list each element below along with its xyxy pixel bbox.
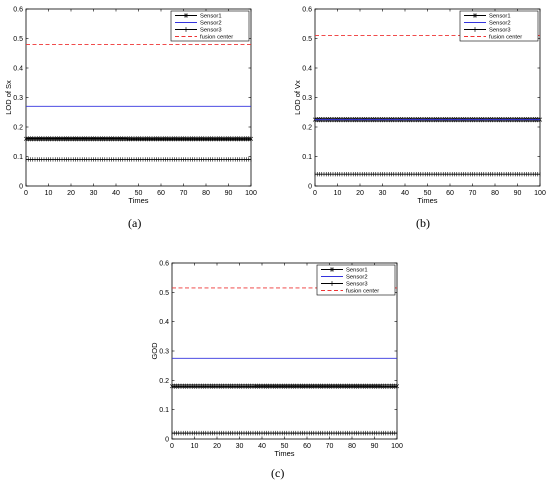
x-tick-label: 10 (191, 443, 199, 450)
series-sensor3 (314, 172, 541, 177)
chart-panel-2: 0 10 20 30 40 50 60 70 80 90 100 0 0.1 0.2 0.3 0.4 0.5 0.… (293, 7, 546, 206)
x-tick-label: 20 (67, 190, 75, 197)
legend-label: Sensor3 (489, 28, 511, 34)
x-tick-label: 10 (334, 190, 342, 197)
y-tick-label: 0.3 (13, 95, 23, 102)
x-tick-label: 100 (534, 190, 546, 197)
x-tick-label: 60 (303, 443, 311, 450)
y-tick-label: 0.3 (159, 349, 169, 356)
x-tick-label: 60 (157, 190, 165, 197)
x-tick-label: 80 (202, 190, 210, 197)
legend-marker (472, 13, 478, 18)
legend-label: Sensor1 (200, 14, 222, 20)
series-markers (23, 136, 254, 142)
y-tick-label: 0.2 (302, 125, 312, 132)
y-tick-label: 0.1 (159, 407, 169, 414)
x-axis-label: Times (128, 196, 148, 205)
y-axis-label: LOD of Vx (293, 80, 302, 115)
legend-label: Sensor3 (346, 282, 368, 288)
x-tick-label: 80 (348, 443, 356, 450)
x-tick-label: 100 (245, 190, 257, 197)
x-tick-label: 90 (371, 443, 379, 450)
x-tick-label: 70 (180, 190, 188, 197)
series-markers (169, 383, 400, 389)
y-tick-label: 0.5 (13, 36, 23, 43)
x-tick-label: 40 (258, 443, 266, 450)
x-axis-label: Times (274, 449, 294, 458)
y-axis-label: LOD of Sx (4, 80, 13, 115)
x-tick-label: 40 (112, 190, 120, 197)
chart-panel-3: 0 10 20 30 40 50 60 70 80 90 100 0 0.1 0.2 0.3 0.4 0.5 0.… (150, 261, 403, 459)
y-tick-label: 0.2 (13, 125, 23, 132)
y-tick-label: 0.5 (302, 36, 312, 43)
x-tick-label: 0 (313, 190, 317, 197)
x-tick-label: 0 (170, 443, 174, 450)
legend-label: Sensor3 (200, 28, 222, 34)
legend-box (459, 10, 539, 42)
series-markers (25, 157, 252, 162)
series-sensor1 (169, 383, 400, 389)
legend-box (170, 10, 250, 42)
series-sensor1 (23, 136, 254, 142)
y-tick-label: 0.3 (302, 95, 312, 102)
y-tick-label: 0 (165, 437, 169, 444)
y-tick-label: 0.5 (159, 290, 169, 297)
legend-label: Sensor2 (346, 275, 368, 281)
x-tick-label: 60 (446, 190, 454, 197)
legend-marker (329, 267, 335, 272)
y-axis-label: GOD (150, 342, 159, 360)
legend-label: Sensor2 (200, 21, 222, 27)
x-tick-label: 10 (45, 190, 53, 197)
panel-label-c: (c) (271, 466, 285, 480)
y-tick-label: 0.4 (13, 66, 23, 73)
x-tick-label: 30 (90, 190, 98, 197)
x-tick-label: 90 (514, 190, 522, 197)
y-tick-label: 0.1 (13, 154, 23, 161)
y-tick-label: 0.1 (302, 154, 312, 161)
legend-box (316, 264, 396, 296)
x-tick-label: 20 (356, 190, 364, 197)
legend-marker (183, 13, 189, 18)
y-tick-label: 0 (308, 184, 312, 191)
x-axis-label: Times (417, 196, 437, 205)
legend-label: fusion center (489, 35, 522, 41)
legend-label: Sensor2 (489, 21, 511, 27)
series-sensor3 (171, 430, 398, 436)
y-tick-label: 0.2 (159, 378, 169, 385)
x-tick-label: 50 (135, 190, 143, 197)
y-tick-label: 0.4 (302, 66, 312, 73)
series-sensor3 (25, 157, 252, 162)
x-tick-label: 30 (379, 190, 387, 197)
legend-label: Sensor1 (346, 268, 368, 274)
x-tick-label: 80 (491, 190, 499, 197)
x-tick-label: 0 (24, 190, 28, 197)
y-tick-label: 0.4 (159, 319, 169, 326)
y-tick-label: 0.6 (13, 7, 23, 14)
x-tick-label: 30 (236, 443, 244, 450)
legend-label: fusion center (200, 35, 233, 41)
series-markers (314, 172, 541, 177)
x-tick-label: 100 (391, 443, 403, 450)
x-tick-label: 40 (401, 190, 409, 197)
x-tick-label: 90 (225, 190, 233, 197)
y-tick-label: 0.6 (159, 261, 169, 268)
x-tick-label: 70 (469, 190, 477, 197)
x-tick-label: 20 (213, 443, 221, 450)
x-tick-label: 70 (326, 443, 334, 450)
legend-label: Sensor1 (489, 14, 511, 20)
panel-label-b: (b) (416, 216, 430, 230)
x-tick-label: 50 (281, 443, 289, 450)
y-tick-label: 0 (19, 184, 23, 191)
x-tick-label: 50 (424, 190, 432, 197)
series-markers (171, 430, 398, 436)
y-tick-label: 0.6 (302, 7, 312, 14)
panel-label-a: (a) (128, 216, 142, 230)
legend-label: fusion center (346, 289, 379, 295)
chart-panel-1: 0 10 20 30 40 50 60 70 80 90 100 0 0.1 0.2 0.3 0.4 0.5 0.… (4, 7, 257, 206)
